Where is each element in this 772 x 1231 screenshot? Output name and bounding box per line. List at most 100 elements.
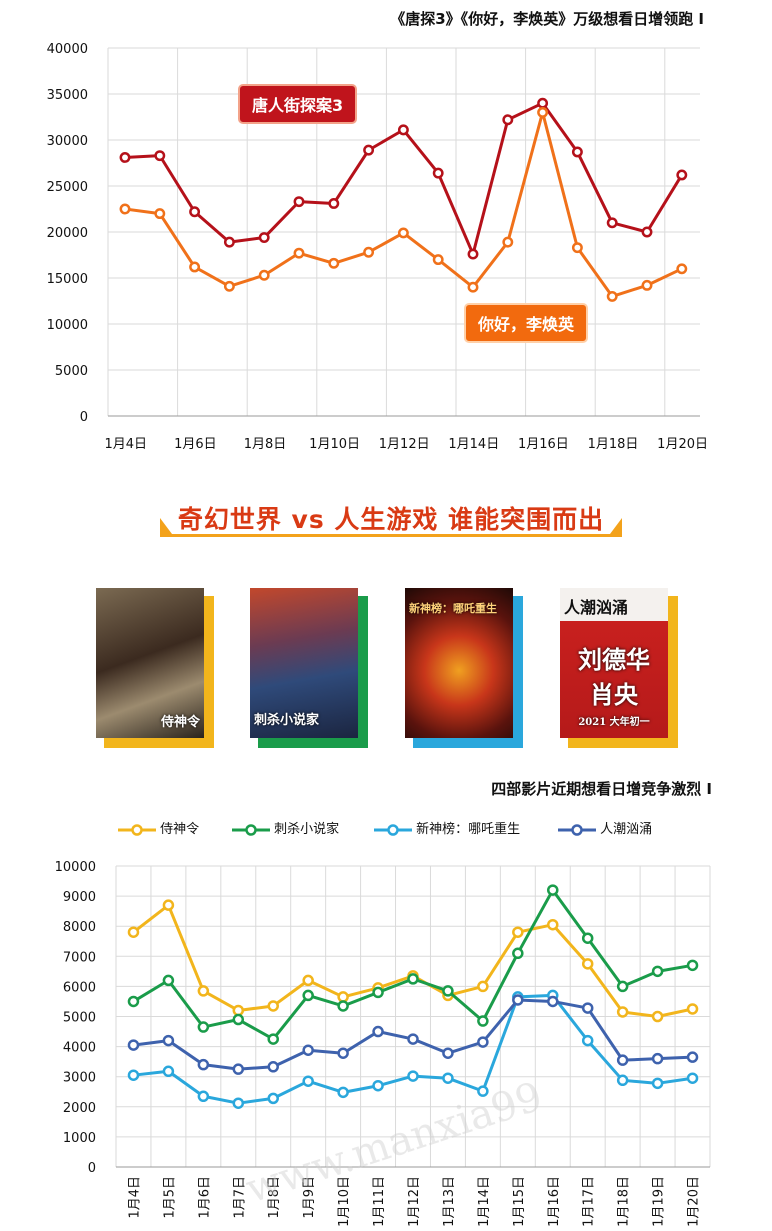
data-point — [119, 152, 131, 163]
data-point — [154, 208, 166, 220]
data-point — [293, 196, 305, 208]
data-point — [119, 203, 131, 215]
data-point — [512, 994, 524, 1006]
data-point — [223, 236, 235, 248]
x-tick-label: 1月18日 — [617, 1176, 632, 1227]
section-heading: 奇幻世界 vs 人生游戏 谁能突围而出 — [160, 494, 622, 546]
data-point — [616, 980, 629, 993]
legend-item: 人潮汹涌 — [558, 818, 652, 837]
data-point — [127, 995, 140, 1008]
data-point — [477, 1015, 489, 1027]
y-tick-label: 6000 — [63, 980, 96, 995]
x-tick-label: 1月8日 — [267, 1176, 282, 1219]
data-point — [581, 958, 594, 970]
chart1-title: 《唐探3》《你好，李焕英》万级想看日增领跑 I — [390, 10, 704, 28]
data-point — [258, 232, 270, 243]
data-point — [651, 1010, 664, 1023]
x-tick-label: 1月6日 — [197, 1176, 212, 1219]
y-tick-label: 2000 — [63, 1101, 96, 1116]
y-tick-label: 4000 — [63, 1041, 96, 1056]
data-point — [302, 989, 314, 1002]
data-point — [337, 991, 349, 1003]
data-point — [581, 1034, 594, 1047]
data-point — [258, 269, 270, 281]
data-point — [232, 1013, 245, 1026]
heading-right-triangle — [610, 518, 622, 534]
data-point — [502, 114, 514, 126]
x-tick-label: 1月9日 — [302, 1176, 317, 1219]
y-tick-label: 20000 — [47, 226, 88, 241]
data-point — [467, 248, 479, 260]
legend-item: 新神榜：哪吒重生 — [374, 818, 520, 837]
data-point — [686, 1072, 699, 1084]
data-point — [372, 1079, 384, 1092]
data-point — [397, 227, 409, 239]
data-point — [676, 263, 688, 275]
data-point — [477, 1085, 489, 1097]
poster-title: 侍神令 — [160, 715, 200, 730]
y-tick-label: 5000 — [63, 1011, 96, 1026]
data-point — [581, 1002, 594, 1014]
data-point — [302, 974, 314, 987]
data-point — [328, 198, 340, 209]
legend-item: 刺杀小说家 — [232, 818, 339, 837]
data-point — [606, 217, 618, 229]
y-tick-label: 7000 — [63, 950, 96, 965]
data-point — [616, 1074, 629, 1087]
legend-label: 新神榜：哪吒重生 — [416, 822, 521, 837]
y-tick-label: 0 — [80, 410, 88, 425]
chart2-title: 四部影片近期想看日增竞争激烈 I — [491, 780, 712, 798]
data-point — [127, 1039, 140, 1051]
y-tick-label: 30000 — [47, 134, 88, 149]
y-tick-label: 35000 — [47, 88, 88, 103]
data-point — [363, 246, 375, 258]
data-point — [328, 257, 340, 269]
data-point — [686, 959, 699, 972]
data-point — [432, 167, 444, 179]
data-point — [302, 1075, 314, 1087]
data-point — [477, 1036, 489, 1048]
poster-title: 新神榜：哪吒重生 — [409, 602, 497, 615]
section-heading-text: 奇幻世界 vs 人生游戏 谁能突围而出 — [177, 505, 605, 534]
y-tick-label: 0 — [88, 1161, 96, 1176]
poster-image: 刺杀小说家 — [250, 588, 358, 738]
data-point — [547, 884, 559, 896]
x-tick-label: 1月7日 — [232, 1176, 247, 1219]
data-point — [162, 1034, 175, 1047]
data-point — [581, 932, 594, 944]
data-point — [232, 1063, 245, 1075]
x-tick-label: 1月20日 — [687, 1176, 702, 1227]
x-tick-label: 1月12日 — [407, 1176, 422, 1227]
data-point — [127, 1069, 140, 1081]
data-point — [651, 1077, 664, 1090]
series-line — [132, 903, 693, 1018]
data-point — [641, 279, 653, 291]
callout-tang-ren-jie: 唐人街探案3 — [238, 84, 358, 124]
legend-marker — [232, 823, 270, 836]
data-point — [512, 926, 524, 938]
x-tick-label: 1月19日 — [652, 1176, 667, 1227]
poster-actors: 刘德华 肖央 — [578, 645, 650, 709]
poster-image: 新神榜：哪吒重生 — [405, 588, 513, 738]
poster-title: 人潮汹涌 — [564, 598, 629, 617]
data-point — [363, 144, 375, 156]
data-point — [267, 1092, 279, 1105]
poster-ci-sha-xiao-shuo-jia: 刺杀小说家 — [250, 588, 368, 748]
x-tick-label: 1月10日 — [337, 1176, 352, 1227]
poster-image: 人潮汹涌 刘德华 肖央 2021 大年初一 — [560, 588, 668, 738]
data-point — [372, 1025, 384, 1038]
data-point — [293, 247, 305, 259]
chart1-svg: 0 5000 10000 15000 20000 25000 30000 35000 40000… — [47, 42, 708, 452]
poster-image: 侍神令 — [96, 588, 204, 738]
y-tick-label: 3000 — [63, 1071, 96, 1086]
data-point — [502, 236, 514, 248]
data-point — [547, 995, 559, 1008]
data-point — [442, 985, 454, 997]
poster-title: 刺杀小说家 — [254, 713, 320, 728]
x-tick-label: 1月17日 — [582, 1176, 597, 1227]
poster-xin-shen-bang: 新神榜：哪吒重生 — [405, 588, 523, 748]
heading-left-triangle — [160, 518, 172, 534]
data-point — [267, 1061, 279, 1073]
legend-label: 刺杀小说家 — [274, 822, 340, 837]
data-point — [154, 150, 166, 162]
